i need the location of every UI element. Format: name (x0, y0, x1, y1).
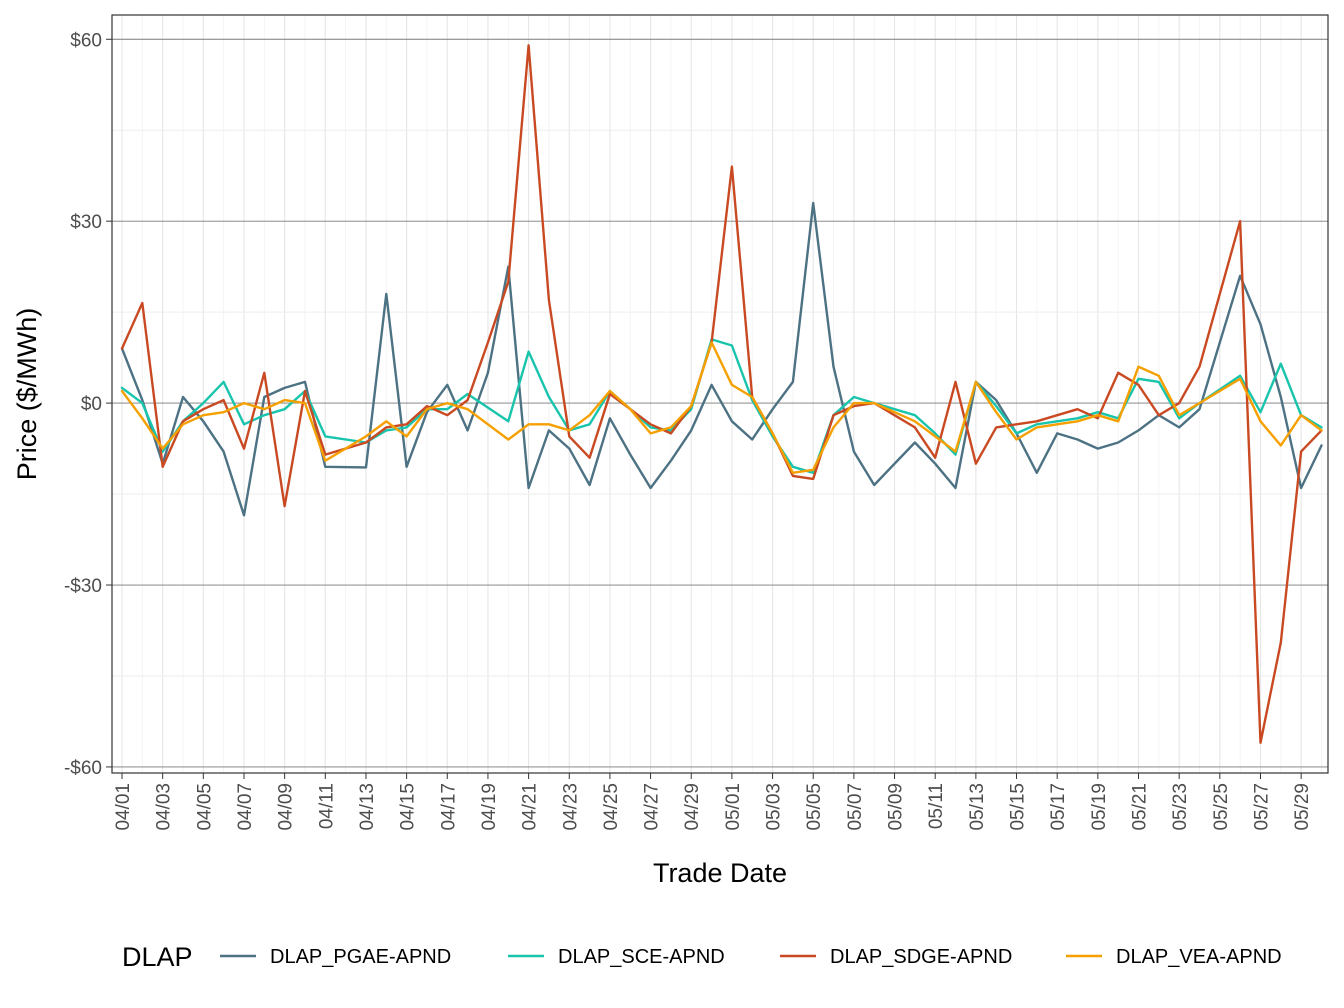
y-axis-title: Price ($/MWh) (12, 308, 42, 481)
x-tick-label: 05/05 (804, 783, 825, 831)
x-tick-label: 05/11 (926, 783, 947, 829)
x-tick-label: 05/19 (1089, 783, 1110, 831)
x-axis-title: Trade Date (653, 858, 787, 888)
x-tick-label: 05/07 (845, 783, 866, 831)
x-tick-label: 04/29 (682, 783, 703, 831)
plot-panel-border (111, 14, 1329, 774)
y-tick-label: $30 (70, 212, 102, 233)
x-tick-label: 04/25 (601, 783, 622, 831)
x-tick-label: 04/21 (520, 783, 541, 831)
y-axis: $60 $30 $0 -$30 -$60 (64, 30, 112, 779)
x-tick-label: 05/25 (1211, 783, 1232, 831)
legend: DLAP DLAP_PGAE-APND DLAP_SCE-APND DLAP_SDG… (122, 942, 1282, 972)
x-tick-label: 04/07 (235, 783, 256, 831)
x-tick-label: 04/11 (316, 783, 337, 829)
x-tick-label: 04/23 (560, 783, 581, 831)
x-tick-label: 05/09 (886, 783, 907, 831)
x-tick-label: 05/13 (967, 783, 988, 831)
x-tick-label: 04/17 (438, 783, 459, 831)
x-tick-label: 04/09 (276, 783, 297, 831)
x-tick-label: 05/03 (764, 783, 785, 831)
legend-label: DLAP_SDGE-APND (830, 946, 1012, 968)
plot-panel-background (112, 15, 1328, 773)
x-tick-label: 04/19 (479, 783, 500, 831)
legend-title: DLAP (122, 942, 193, 972)
x-tick-label: 05/01 (723, 783, 744, 831)
y-tick-label: -$30 (64, 576, 102, 597)
x-tick-label: 05/21 (1130, 783, 1151, 831)
x-tick-label: 05/29 (1292, 783, 1313, 831)
x-tick-label: 04/27 (642, 783, 663, 831)
series-lines (120, 44, 1323, 744)
x-tick-label: 04/05 (194, 783, 215, 831)
series-line-dlap-vea-apnd (120, 341, 1323, 474)
x-tick-label: 05/17 (1048, 783, 1069, 831)
x-tick-label: 05/15 (1008, 783, 1029, 831)
legend-label: DLAP_PGAE-APND (270, 946, 451, 968)
x-axis: 04/01 04/03 04/05 04/07 04/09 04/11 04/13 04/15… (113, 773, 1313, 831)
x-tick-label: 04/15 (398, 783, 419, 831)
x-tick-label: 04/03 (154, 783, 175, 831)
x-tick-label: 05/27 (1251, 783, 1272, 831)
y-tick-label: $60 (70, 30, 102, 51)
y-tick-label: $0 (81, 394, 102, 415)
legend-label: DLAP_SCE-APND (558, 946, 725, 968)
y-tick-label: -$60 (64, 758, 102, 779)
x-tick-label: 05/23 (1170, 783, 1191, 831)
x-tick-label: 04/01 (113, 783, 134, 831)
x-tick-label: 04/13 (357, 783, 378, 831)
legend-label: DLAP_VEA-APND (1116, 946, 1282, 968)
